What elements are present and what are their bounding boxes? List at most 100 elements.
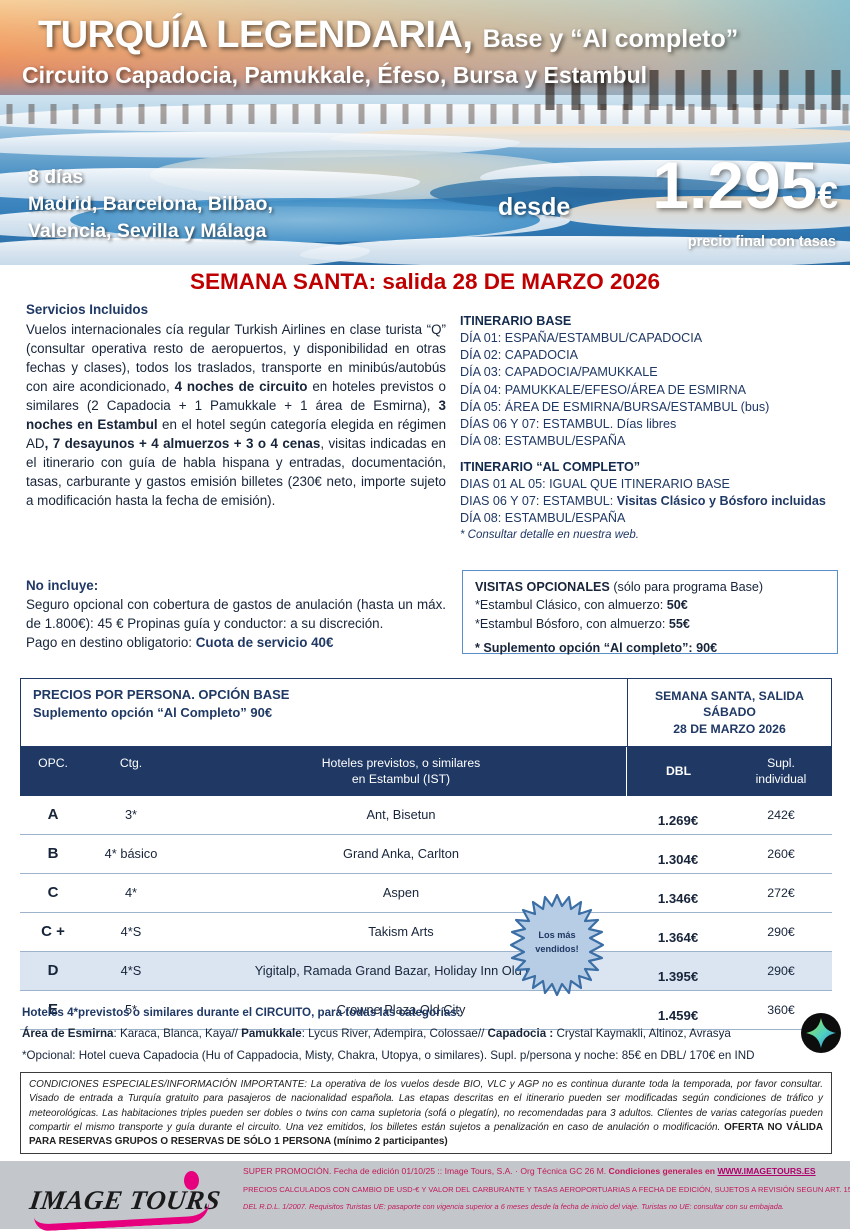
- price-table-title: PRECIOS POR PERSONA. OPCIÓN BASE Supleme…: [21, 679, 627, 746]
- price-table-date-line2: 28 DE MARZO 2026: [673, 721, 786, 736]
- col-header-supl-line1: Supl.: [767, 756, 795, 771]
- hero-title: TURQUÍA LEGENDARIA, Base y “Al completo”: [38, 16, 738, 54]
- hero-title-rest: Base y “Al completo”: [482, 25, 739, 53]
- row-hotels: Grand Anka, Carlton: [343, 846, 459, 862]
- itinerary-full-line2-pre: DIAS 06 Y 07: ESTAMBUL:: [460, 494, 617, 509]
- itinerary-full-line1: DIAS 01 AL 05: IGUAL QUE ITINERARIO BASE: [460, 477, 730, 492]
- row-supl-price: 290€: [767, 924, 795, 939]
- hero-origins-line2: Valencia, Sevilla y Málaga: [28, 219, 267, 242]
- hotel-notes-pamukkale-list: : Lycus River, Adempira, Colossae//: [301, 1027, 488, 1041]
- row-ctg: 4*: [124, 885, 138, 901]
- not-included-payment-pre: Pago en destino obligatorio:: [26, 635, 196, 651]
- footer-website-link[interactable]: WWW.IMAGETOURS.ES: [717, 1166, 816, 1176]
- itinerary-base-title: ITINERARIO BASE: [460, 314, 572, 328]
- table-row[interactable]: B 4* básico Grand Anka, Carlton 1.304€ 2…: [20, 835, 832, 874]
- row-ctg: 3*: [124, 807, 138, 823]
- hero-departure-info: 8 días Madrid, Barcelona, Bilbao, Valenc…: [28, 164, 273, 245]
- hotel-notes-esmirna-label: Área de Esmirna: [22, 1027, 114, 1041]
- price-table-header-row: OPC. Ctg. Hoteles previstos, o similares…: [20, 747, 832, 796]
- best-sellers-text: Los más vendidos!: [505, 929, 609, 957]
- hero-price-currency: €: [817, 175, 838, 216]
- col-header-supl-line2: individual: [755, 771, 807, 786]
- row-ctg: 4* básico: [104, 846, 158, 862]
- row-opc: A: [47, 806, 59, 824]
- headline-departure-date: SEMANA SANTA: salida 28 DE MARZO 2026: [189, 269, 661, 294]
- itinerary-section: ITINERARIO BASE DÍA 01: ESPAÑA/ESTAMBUL/…: [460, 313, 850, 543]
- terrace-shape: [560, 196, 850, 230]
- table-row[interactable]: C + 4*S Takism Arts 1.364€ 290€: [20, 913, 832, 952]
- optional-visits-box: VISITAS OPCIONALES (sólo para programa B…: [462, 570, 838, 655]
- row-ctg: 4*S: [120, 924, 142, 940]
- itinerary-day: DÍAS 06 Y 07: ESTAMBUL. Días libres: [460, 416, 677, 431]
- optional-visits-title: VISITAS OPCIONALES: [475, 580, 610, 594]
- inc-p3: en el hotel según categoría elegida en r…: [26, 417, 447, 452]
- row-supl-price: 290€: [767, 963, 795, 978]
- footer: IMAGE TOURS SUPER PROMOCIÓN. Fecha de ed…: [0, 1161, 850, 1232]
- optional-visit-item: *Estambul Clásico, con almuerzo: 50€: [475, 596, 827, 614]
- hero-origins-line1: Madrid, Barcelona, Bilbao,: [28, 192, 273, 215]
- hotel-notes-capadocia-label: Capadocia :: [487, 1027, 554, 1041]
- itinerary-day: DÍA 08: ESTAMBUL/ESPAÑA: [460, 433, 626, 448]
- special-conditions-box: CONDICIONES ESPECIALES/INFORMACIÓN IMPOR…: [20, 1072, 832, 1154]
- conditions-bold-tail: OFERTA NO VÁLIDA PARA RESERVAS GRUPOS O …: [29, 1122, 823, 1148]
- not-included-text: Seguro opcional con cobertura de gastos …: [26, 597, 446, 632]
- itinerary-day: DÍA 01: ESPAÑA/ESTAMBUL/CAPADOCIA: [460, 331, 703, 346]
- row-hotels: Aspen: [382, 885, 420, 901]
- row-opc: C +: [41, 923, 65, 941]
- col-header-opc: OPC.: [38, 756, 68, 771]
- itinerary-full-note: * Consultar detalle en nuestra web.: [460, 528, 639, 541]
- row-opc: B: [47, 845, 59, 863]
- hotel-notes-capadocia-list: Crystal Kaymakli, Altinoz, Avrasya: [553, 1027, 731, 1041]
- hotel-notes-circuit: Área de Esmirna: Karaca, Blanca, Kaya// …: [22, 1023, 832, 1044]
- best-sellers-line1: Los más: [538, 930, 576, 940]
- hero-duration: 8 días: [28, 166, 84, 188]
- footer-line-1: SUPER PROMOCIÓN. Fecha de edición 01/10/…: [243, 1167, 843, 1176]
- itinerary-day: DÍA 02: CAPADOCIA: [460, 348, 579, 363]
- inc-p4: , visitas indicadas en el itinerario con…: [26, 436, 446, 509]
- table-row[interactable]: C 4* Aspen 1.346€ 272€: [20, 874, 832, 913]
- price-table-title-line1: PRECIOS POR PERSONA. OPCIÓN BASE: [33, 687, 290, 702]
- table-row[interactable]: D 4*S Yigitalp, Ramada Grand Bazar, Holi…: [20, 951, 832, 991]
- itinerary-day: DÍA 05: ÁREA DE ESMIRNA/BURSA/ESTAMBUL (…: [460, 399, 770, 414]
- table-row[interactable]: A 3* Ant, Bisetun 1.269€ 242€: [20, 796, 832, 835]
- col-header-supl: Supl. individual: [730, 747, 832, 796]
- itinerary-full-line2: DIAS 06 Y 07: ESTAMBUL: Visitas Clásico …: [460, 493, 850, 510]
- col-header-hotels-line2: en Estambul (IST): [351, 771, 451, 786]
- optional-visits-title-rest: (sólo para programa Base): [609, 580, 764, 594]
- row-supl-price: 242€: [767, 807, 795, 822]
- logo-dot-icon: [184, 1171, 199, 1190]
- price-table-title-bar: PRECIOS POR PERSONA. OPCIÓN BASE Supleme…: [20, 678, 832, 748]
- company-logo[interactable]: IMAGE TOURS: [24, 1169, 229, 1232]
- inc-b1: 4 noches de circuito: [174, 379, 308, 395]
- price-table-title-line2: Suplemento opción “Al Completo” 90€: [33, 705, 273, 721]
- footer-line-3: DEL R.D.L. 1/2007. Requisitos Turistas U…: [243, 1202, 785, 1212]
- not-included-section: No incluye: Seguro opcional con cobertur…: [26, 576, 446, 652]
- terrace-shape: [300, 236, 850, 265]
- ridge-texture: [540, 70, 850, 110]
- col-header-ctg: Ctg.: [119, 756, 143, 771]
- optional-visit-1-price: 50€: [666, 598, 688, 613]
- globe-badge-icon: [800, 1012, 842, 1054]
- best-sellers-line2: vendidos!: [535, 943, 579, 954]
- optional-visits-title-row: VISITAS OPCIONALES (sólo para programa B…: [475, 578, 827, 596]
- inc-p2: en hoteles previstos o similares (2 Capa…: [26, 379, 446, 414]
- table-row[interactable]: E 5* Crowne Plaza Old City 1.459€ 360€: [20, 991, 832, 1030]
- optional-visit-item: *Estambul Bósforo, con almuerzo: 55€: [475, 615, 827, 633]
- itinerary-full-line2-bold: Visitas Clásico y Bósforo incluidas: [616, 494, 826, 509]
- col-header-hotels-line1: Hoteles previstos, o similares: [321, 756, 481, 771]
- hero-subtitle: Circuito Capadocia, Pamukkale, Éfeso, Bu…: [22, 62, 648, 88]
- row-dbl-price: 1.459€: [657, 1007, 699, 1023]
- hero-banner: TURQUÍA LEGENDARIA, Base y “Al completo”…: [0, 0, 850, 265]
- col-header-hotels: Hoteles previstos, o similares en Estamb…: [176, 747, 626, 796]
- row-opc: D: [47, 962, 59, 980]
- terrace-shape: [0, 168, 420, 202]
- price-table-date-line1: SEMANA SANTA, SALIDA SÁBADO: [655, 689, 804, 720]
- optional-visit-1-label: *Estambul Clásico, con almuerzo:: [475, 598, 667, 613]
- row-hotels: Takism Arts: [368, 924, 434, 940]
- not-included-title: No incluye:: [26, 578, 99, 593]
- col-header-dbl: DBL: [626, 747, 730, 796]
- not-included-payment-fee: Cuota de servicio 40€: [195, 635, 334, 651]
- conditions-body: La operativa de los vuelos desde BIO, VL…: [29, 1079, 823, 1134]
- optional-supplement: * Suplemento opción “Al completo”: 90€: [475, 640, 718, 655]
- starburst-icon: [509, 893, 605, 997]
